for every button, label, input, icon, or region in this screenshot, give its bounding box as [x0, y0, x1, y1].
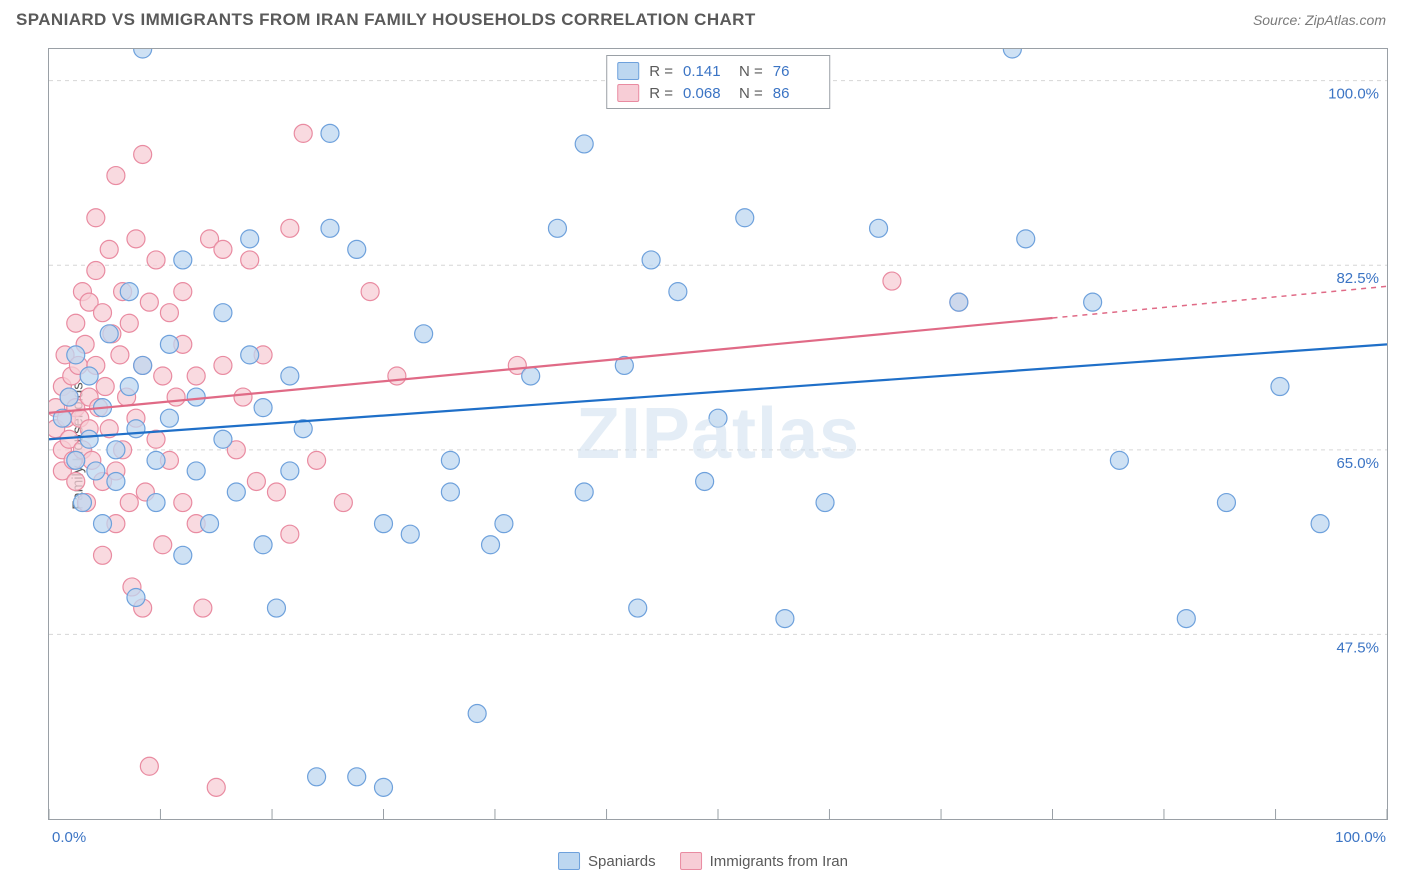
svg-text:47.5%: 47.5%: [1336, 639, 1379, 656]
legend-label-iran: Immigrants from Iran: [710, 853, 848, 870]
legend-item-iran: Immigrants from Iran: [680, 852, 848, 870]
legend-stats-row-iran: R = 0.068 N = 86: [617, 82, 819, 104]
x-axis-tick-max: 100.0%: [1335, 829, 1386, 846]
n-value-spaniards: 76: [773, 63, 819, 80]
r-value-spaniards: 0.141: [683, 63, 729, 80]
legend-item-spaniards: Spaniards: [558, 852, 656, 870]
svg-text:82.5%: 82.5%: [1336, 270, 1379, 287]
legend-label-spaniards: Spaniards: [588, 853, 656, 870]
source-prefix: Source:: [1253, 12, 1305, 28]
swatch-iran-icon: [617, 84, 639, 102]
legend-stats-box: R = 0.141 N = 76 R = 0.068 N = 86: [606, 55, 830, 109]
svg-text:100.0%: 100.0%: [1328, 86, 1379, 103]
n-label: N =: [739, 85, 763, 102]
title-bar: SPANIARD VS IMMIGRANTS FROM IRAN FAMILY …: [0, 0, 1406, 34]
x-axis-tick-min: 0.0%: [52, 829, 86, 846]
r-value-iran: 0.068: [683, 85, 729, 102]
scatter-plot-svg: 47.5% 65.0% 82.5% 100.0%: [49, 49, 1387, 819]
chart-title: SPANIARD VS IMMIGRANTS FROM IRAN FAMILY …: [16, 10, 756, 30]
n-label: N =: [739, 63, 763, 80]
source-label: Source: ZipAtlas.com: [1253, 12, 1386, 28]
r-label: R =: [649, 85, 673, 102]
r-label: R =: [649, 63, 673, 80]
swatch-iran-icon: [680, 852, 702, 870]
swatch-spaniards-icon: [617, 62, 639, 80]
chart-container: SPANIARD VS IMMIGRANTS FROM IRAN FAMILY …: [0, 0, 1406, 892]
source-name: ZipAtlas.com: [1305, 12, 1386, 28]
legend-stats-row-spaniards: R = 0.141 N = 76: [617, 60, 819, 82]
swatch-spaniards-icon: [558, 852, 580, 870]
n-value-iran: 86: [773, 85, 819, 102]
legend-series: Spaniards Immigrants from Iran: [558, 852, 848, 870]
plot-area: 47.5%65.0%82.5%100.0% ZIPatlas R = 0.141…: [48, 48, 1388, 820]
svg-text:65.0%: 65.0%: [1336, 455, 1379, 472]
